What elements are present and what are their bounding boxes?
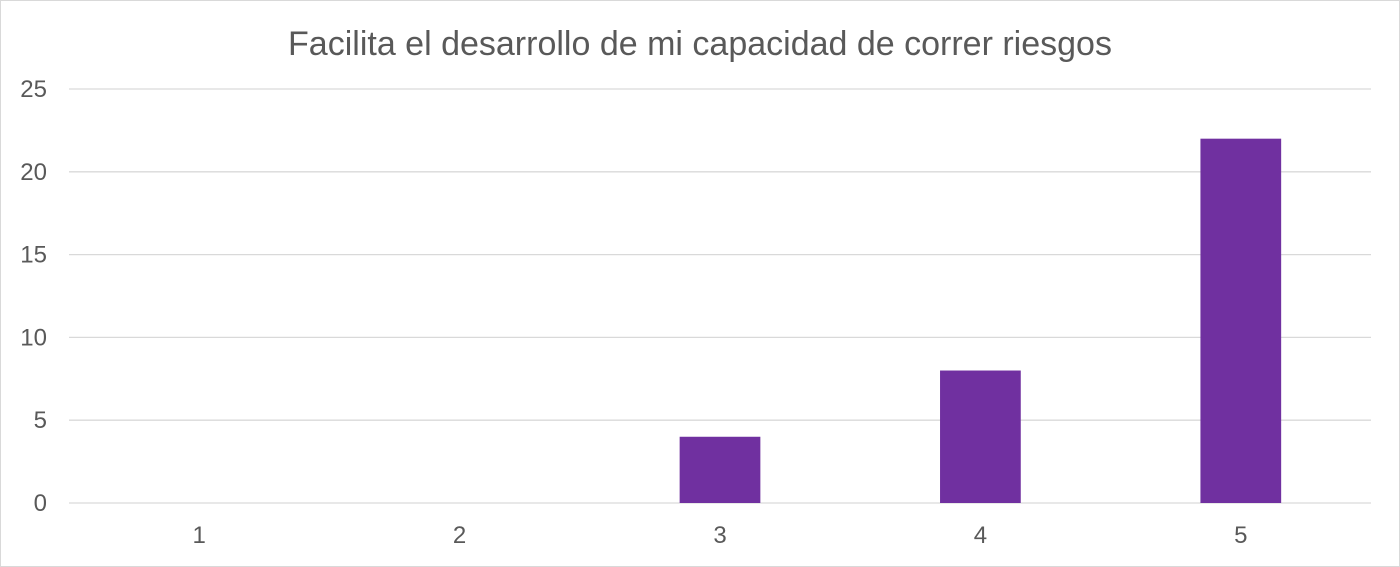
y-tick-label: 15 <box>20 242 47 269</box>
y-tick-label: 5 <box>34 407 47 434</box>
y-tick-label: 0 <box>34 490 47 517</box>
x-tick-label: 4 <box>974 522 987 549</box>
y-tick-label: 10 <box>20 324 47 351</box>
x-tick-label: 3 <box>713 522 726 549</box>
x-tick-label: 5 <box>1234 522 1247 549</box>
y-tick-label: 20 <box>20 159 47 186</box>
chart-title: Facilita el desarrollo de mi capacidad d… <box>288 25 1112 63</box>
y-axis-ticks: 0 5 10 15 20 25 <box>20 76 47 517</box>
x-axis-ticks: 1 2 3 4 5 <box>193 522 1248 549</box>
bar <box>940 370 1021 503</box>
x-tick-label: 1 <box>193 522 206 549</box>
bars <box>679 138 1282 503</box>
bar <box>1200 138 1282 503</box>
x-tick-label: 2 <box>453 522 466 549</box>
y-tick-label: 25 <box>20 76 47 103</box>
gridlines <box>69 88 1371 504</box>
bar <box>679 436 761 503</box>
